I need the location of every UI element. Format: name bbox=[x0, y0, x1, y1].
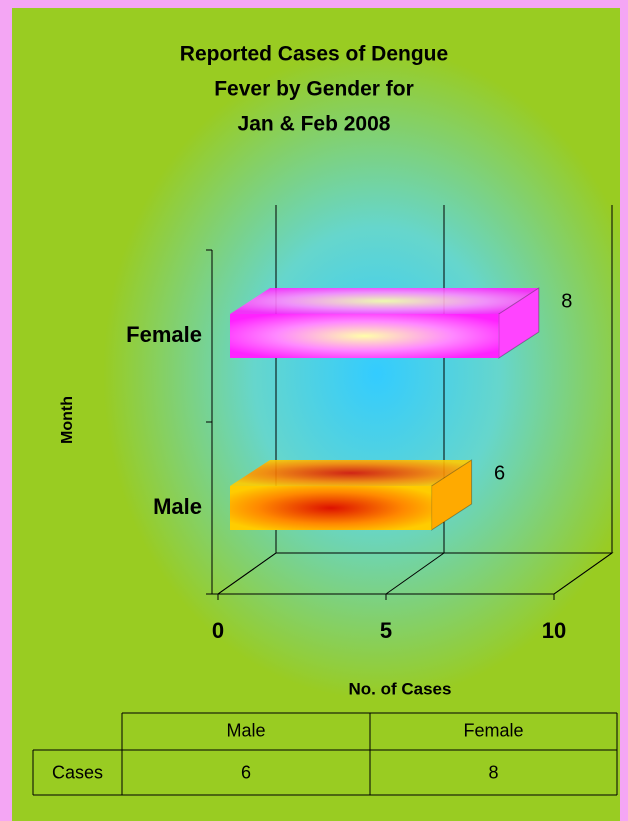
table-header: Female bbox=[463, 720, 523, 740]
y-tick-label: Female bbox=[126, 322, 202, 347]
bar-top bbox=[230, 460, 472, 486]
chart-title: Jan & Feb 2008 bbox=[238, 113, 391, 136]
grid-line bbox=[385, 552, 445, 595]
x-tick-label: 5 bbox=[380, 618, 392, 643]
x-tick-label: 10 bbox=[542, 618, 566, 643]
x-tick-label: 0 bbox=[212, 618, 224, 643]
table-header: Male bbox=[226, 720, 265, 740]
bar bbox=[230, 314, 499, 358]
table-row-label: Cases bbox=[52, 762, 103, 782]
grid-line bbox=[553, 552, 613, 595]
chart-background bbox=[12, 8, 620, 821]
chart-title: Fever by Gender for bbox=[214, 78, 414, 101]
table-cell: 8 bbox=[488, 762, 498, 782]
x-axis-label: No. of Cases bbox=[349, 679, 452, 698]
bar-top bbox=[230, 288, 539, 314]
value-label: 8 bbox=[561, 290, 572, 312]
y-tick-label: Male bbox=[153, 494, 202, 519]
grid-line bbox=[217, 552, 277, 595]
y-axis-label: Month bbox=[59, 396, 76, 444]
chart-title: Reported Cases of Dengue bbox=[180, 43, 448, 66]
table-cell: 6 bbox=[241, 762, 251, 782]
value-label: 6 bbox=[494, 462, 505, 484]
bar bbox=[230, 486, 432, 530]
